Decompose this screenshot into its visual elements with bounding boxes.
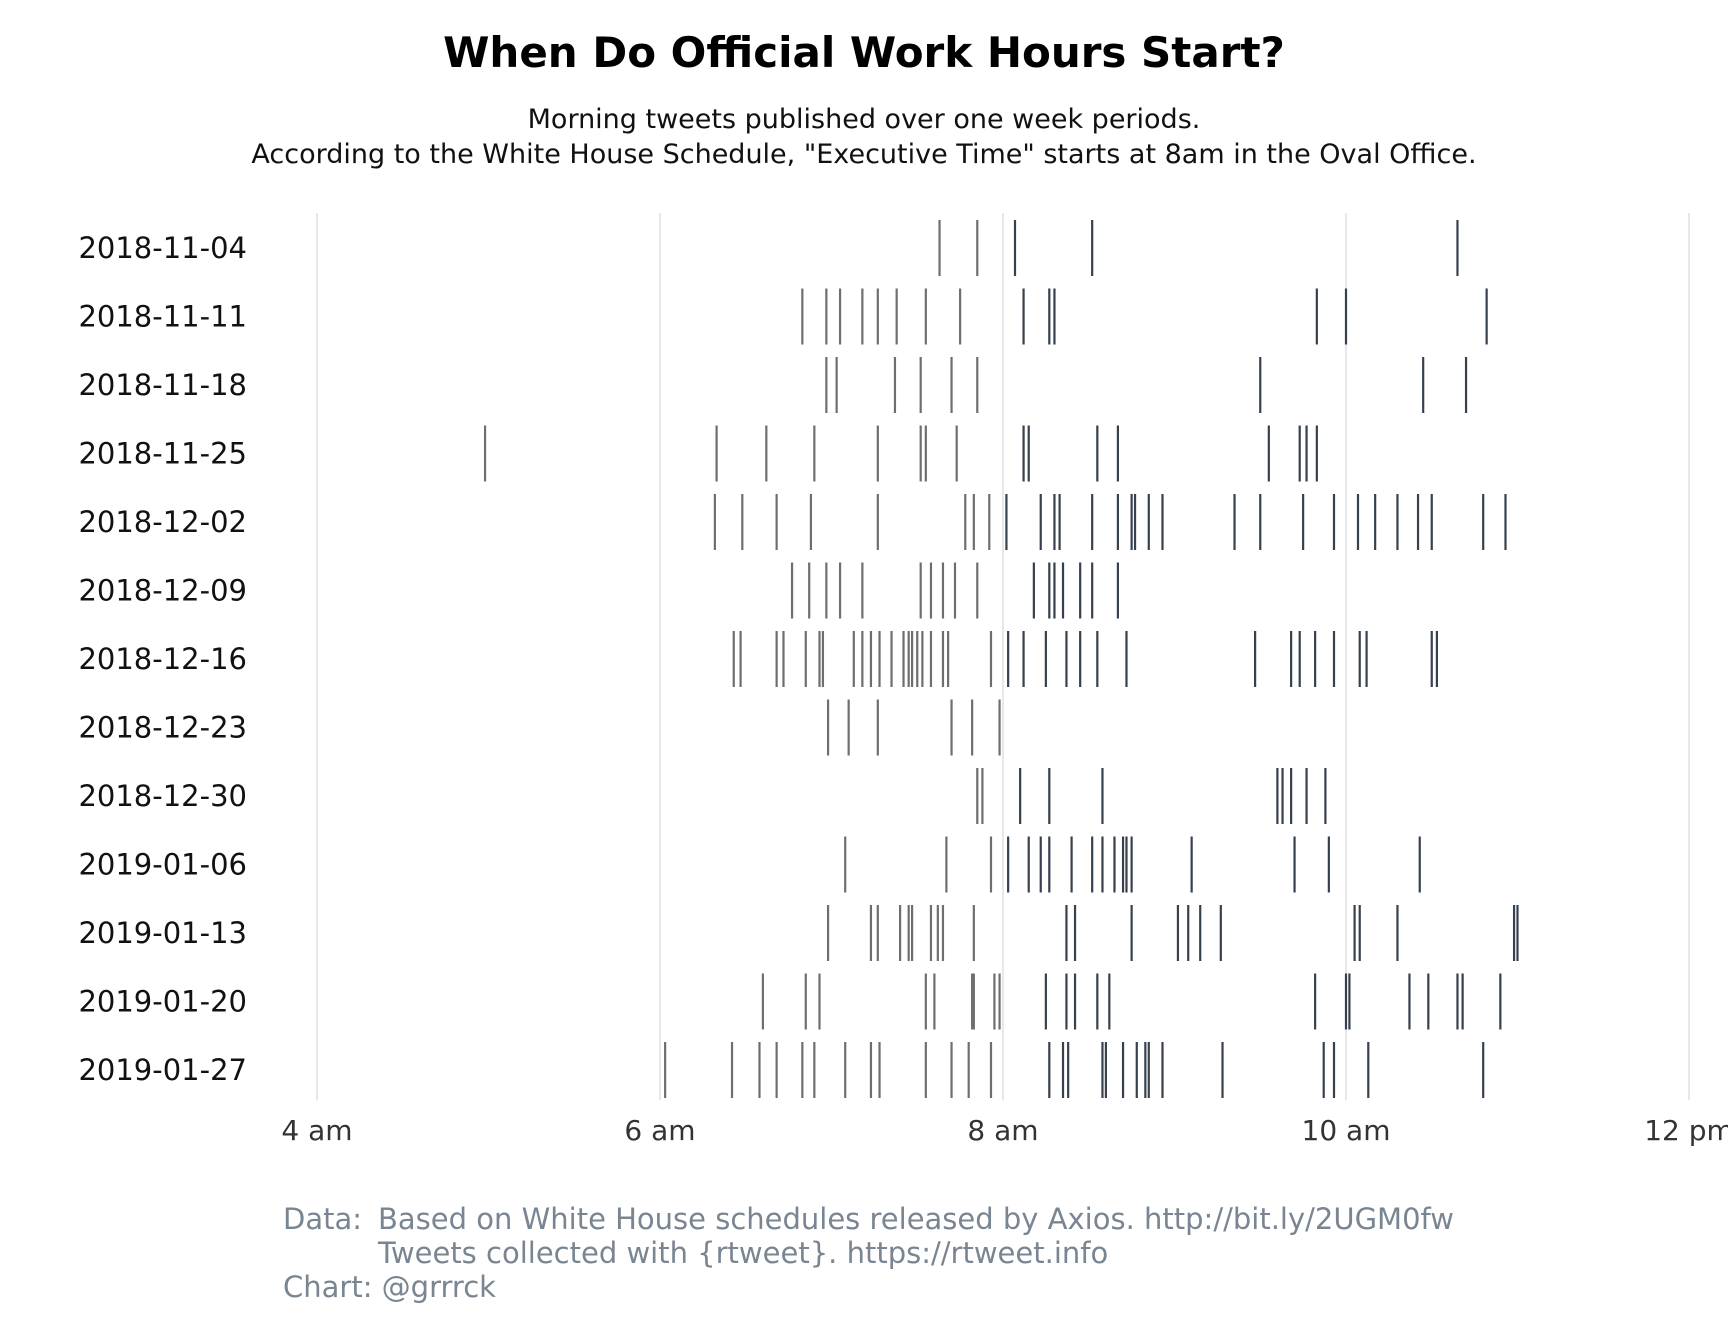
y-axis-label: 2018-11-11	[78, 300, 247, 334]
y-axis-label: 2018-11-04	[78, 231, 247, 265]
chart-subtitle-line-1: Morning tweets published over one week p…	[527, 104, 1201, 135]
x-tick-label: 12 pm	[1644, 1114, 1728, 1147]
y-axis-label: 2018-11-25	[78, 437, 247, 471]
caption-data-source: Based on White House schedules released …	[378, 1202, 1454, 1236]
chart-subtitle-line-2: According to the White House Schedule, "…	[251, 139, 1477, 170]
y-axis-label: 2019-01-06	[78, 848, 247, 882]
x-axis-tick-labels: 4 am 6 am 8 am 10 am 12 pm	[281, 1114, 1728, 1147]
y-axis-label: 2018-12-16	[78, 642, 247, 676]
x-tick-label: 4 am	[281, 1114, 352, 1147]
caption-chart-credit: Chart: @grrrck	[283, 1270, 496, 1304]
y-axis-label: 2019-01-27	[78, 1053, 247, 1087]
x-tick-label: 10 am	[1302, 1114, 1391, 1147]
y-axis-label: 2019-01-13	[78, 916, 247, 950]
chart-title: When Do Official Work Hours Start?	[443, 28, 1285, 77]
caption-data-label: Data:	[283, 1202, 363, 1236]
y-axis-label: 2019-01-20	[78, 985, 247, 1019]
y-axis-label: 2018-11-18	[78, 368, 247, 402]
y-axis-label: 2018-12-09	[78, 574, 247, 608]
y-axis-labels: 2018-11-04 2018-11-11 2018-11-18 2018-11-25…	[78, 231, 247, 1087]
y-axis-label: 2018-12-30	[78, 779, 247, 813]
y-axis-label: 2018-12-02	[78, 505, 247, 539]
tweet-marks	[483, 220, 1519, 1098]
y-axis-label: 2018-12-23	[78, 711, 247, 745]
grid-lines	[316, 213, 1690, 1100]
x-tick-label: 6 am	[624, 1114, 695, 1147]
tweet-timeline-chart: 2018-11-04 2018-11-11 2018-11-18 2018-11-25…	[78, 213, 1728, 1147]
x-tick-label: 8 am	[967, 1114, 1038, 1147]
caption-data-tool: Tweets collected with {rtweet}. https://…	[378, 1236, 1109, 1270]
